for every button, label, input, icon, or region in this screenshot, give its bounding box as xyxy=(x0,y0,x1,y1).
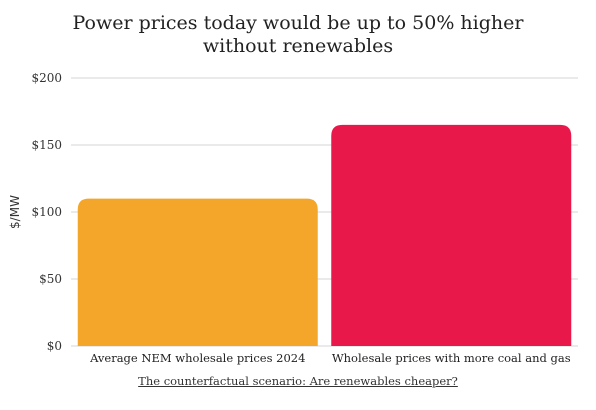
y-axis-ticks: $0 $50 $100 $150 $200 xyxy=(31,71,62,353)
y-tick-label: $150 xyxy=(31,138,62,152)
bars xyxy=(77,124,572,347)
x-tick-label: Wholesale prices with more coal and gas xyxy=(332,351,571,365)
chart-caption-link[interactable]: The counterfactual scenario: Are renewab… xyxy=(138,374,458,388)
bar xyxy=(331,124,572,347)
x-axis-ticks: Average NEM wholesale prices 2024 Wholesa… xyxy=(89,351,571,365)
y-tick-label: $0 xyxy=(47,339,62,353)
y-tick-label: $50 xyxy=(39,272,62,286)
y-tick-label: $100 xyxy=(31,205,62,219)
y-axis-label: $/MW xyxy=(8,195,22,229)
chart-title: Power prices today would be up to 50% hi… xyxy=(72,12,524,57)
y-tick-label: $200 xyxy=(31,71,62,85)
x-tick-label: Average NEM wholesale prices 2024 xyxy=(89,351,305,365)
bar xyxy=(77,198,318,346)
